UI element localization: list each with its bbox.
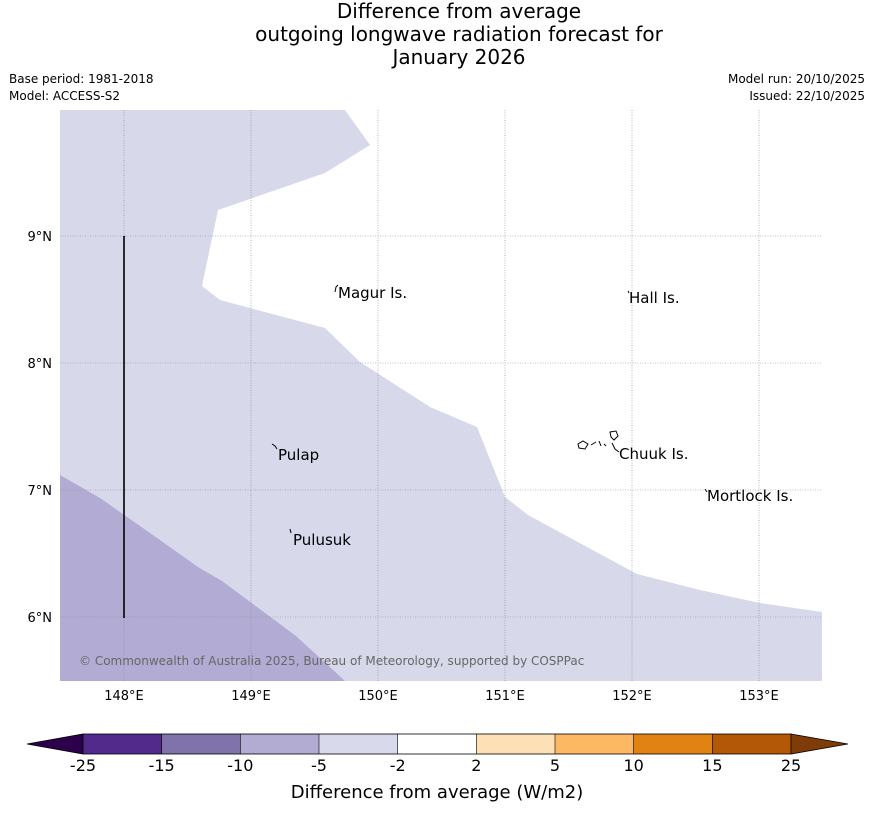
lon-tick-152: 152°E xyxy=(612,689,652,704)
colorbar-segment xyxy=(240,734,320,754)
issued-text: Issued: 22/10/2025 xyxy=(749,89,865,103)
colorbar-tick-label: -2 xyxy=(390,756,406,775)
lat-tick-8: 8°N xyxy=(28,357,53,372)
meta-left: Base period: 1981-2018 Model: ACCESS-S2 xyxy=(9,71,154,105)
lat-tick-labels: 9°N 8°N 7°N 6°N xyxy=(28,230,53,626)
base-period-text: Base period: 1981-2018 xyxy=(9,72,154,86)
lon-tick-148: 148°E xyxy=(104,689,144,704)
island-pulap xyxy=(271,443,278,450)
chart-title: Difference from average outgoing longwav… xyxy=(0,0,873,69)
colorbar-segment xyxy=(555,734,635,754)
lon-tick-153: 153°E xyxy=(739,689,779,704)
lon-tick-149: 149°E xyxy=(231,689,271,704)
colorbar-tick-label: 25 xyxy=(781,756,801,775)
island-mortlock xyxy=(704,488,708,493)
colorbar-tick-label: -10 xyxy=(227,756,253,775)
island-chuuk-lagoon xyxy=(577,430,620,453)
colorbar-segment xyxy=(161,734,241,754)
colorbar-tick-label: 5 xyxy=(550,756,560,775)
place-label-pulap: Pulap xyxy=(278,446,319,464)
colorbar-over-triangle xyxy=(790,733,849,755)
colorbar-segment xyxy=(83,734,163,754)
colorbar-segment xyxy=(476,734,556,754)
islands xyxy=(271,284,708,534)
lat-tick-7: 7°N xyxy=(28,484,53,499)
place-label-pulusuk: Pulusuk xyxy=(293,531,351,549)
colorbar-tick-label: 2 xyxy=(471,756,481,775)
colorbar-tick-label: -15 xyxy=(149,756,175,775)
meta-right: Model run: 20/10/2025 Issued: 22/10/2025 xyxy=(728,71,865,105)
colorbar-tick-label: -25 xyxy=(70,756,96,775)
grid-lines xyxy=(60,110,822,681)
island-hall xyxy=(627,290,630,294)
island-magur xyxy=(334,284,339,293)
copyright-text: © Commonwealth of Australia 2025, Bureau… xyxy=(79,654,584,668)
title-line-2: outgoing longwave radiation forecast for xyxy=(255,22,663,46)
colorbar-segments xyxy=(83,734,792,754)
model-text: Model: ACCESS-S2 xyxy=(9,89,121,103)
place-label-magur: Magur Is. xyxy=(338,284,407,302)
title-line-1: Difference from average xyxy=(336,0,582,23)
title-line-3: January 2026 xyxy=(392,45,526,69)
colorbar-tick-label: 10 xyxy=(623,756,643,775)
colorbar-segment xyxy=(397,734,477,754)
colorbar-under-triangle xyxy=(26,733,84,755)
lat-tick-9: 9°N xyxy=(28,230,53,245)
anomaly-region-light xyxy=(60,110,822,681)
anomaly-region-mid xyxy=(60,475,345,681)
model-run-text: Model run: 20/10/2025 xyxy=(727,72,865,86)
place-label-hall: Hall Is. xyxy=(629,289,680,307)
lon-tick-labels: 148°E 149°E 150°E 151°E 152°E 153°E xyxy=(104,689,779,704)
lon-tick-151: 151°E xyxy=(485,689,525,704)
place-label-chuuk: Chuuk Is. xyxy=(619,445,688,463)
colorbar-tick-label: -5 xyxy=(311,756,327,775)
lat-tick-6: 6°N xyxy=(28,611,53,626)
colorbar-segment xyxy=(319,734,399,754)
colorbar-tick-label: 15 xyxy=(702,756,722,775)
lon-tick-150: 150°E xyxy=(358,689,398,704)
map-area: © Commonwealth of Australia 2025, Bureau… xyxy=(60,110,822,681)
colorbar-segment xyxy=(712,734,792,754)
colorbar-segment xyxy=(633,734,713,754)
place-labels: Magur Is. Hall Is. Pulap Chuuk Is. Mortl… xyxy=(278,284,793,549)
place-label-mortlock: Mortlock Is. xyxy=(707,487,793,505)
colorbar-labels: -25 -15 -10 -5 -2 2 5 10 15 25 xyxy=(70,756,801,775)
colorbar-title: Difference from average (W/m2) xyxy=(291,782,583,803)
island-pulusuk xyxy=(289,528,292,534)
colorbar: -25 -15 -10 -5 -2 2 5 10 15 25 Difference from av… xyxy=(26,733,849,803)
colorbar-frame xyxy=(82,733,792,755)
